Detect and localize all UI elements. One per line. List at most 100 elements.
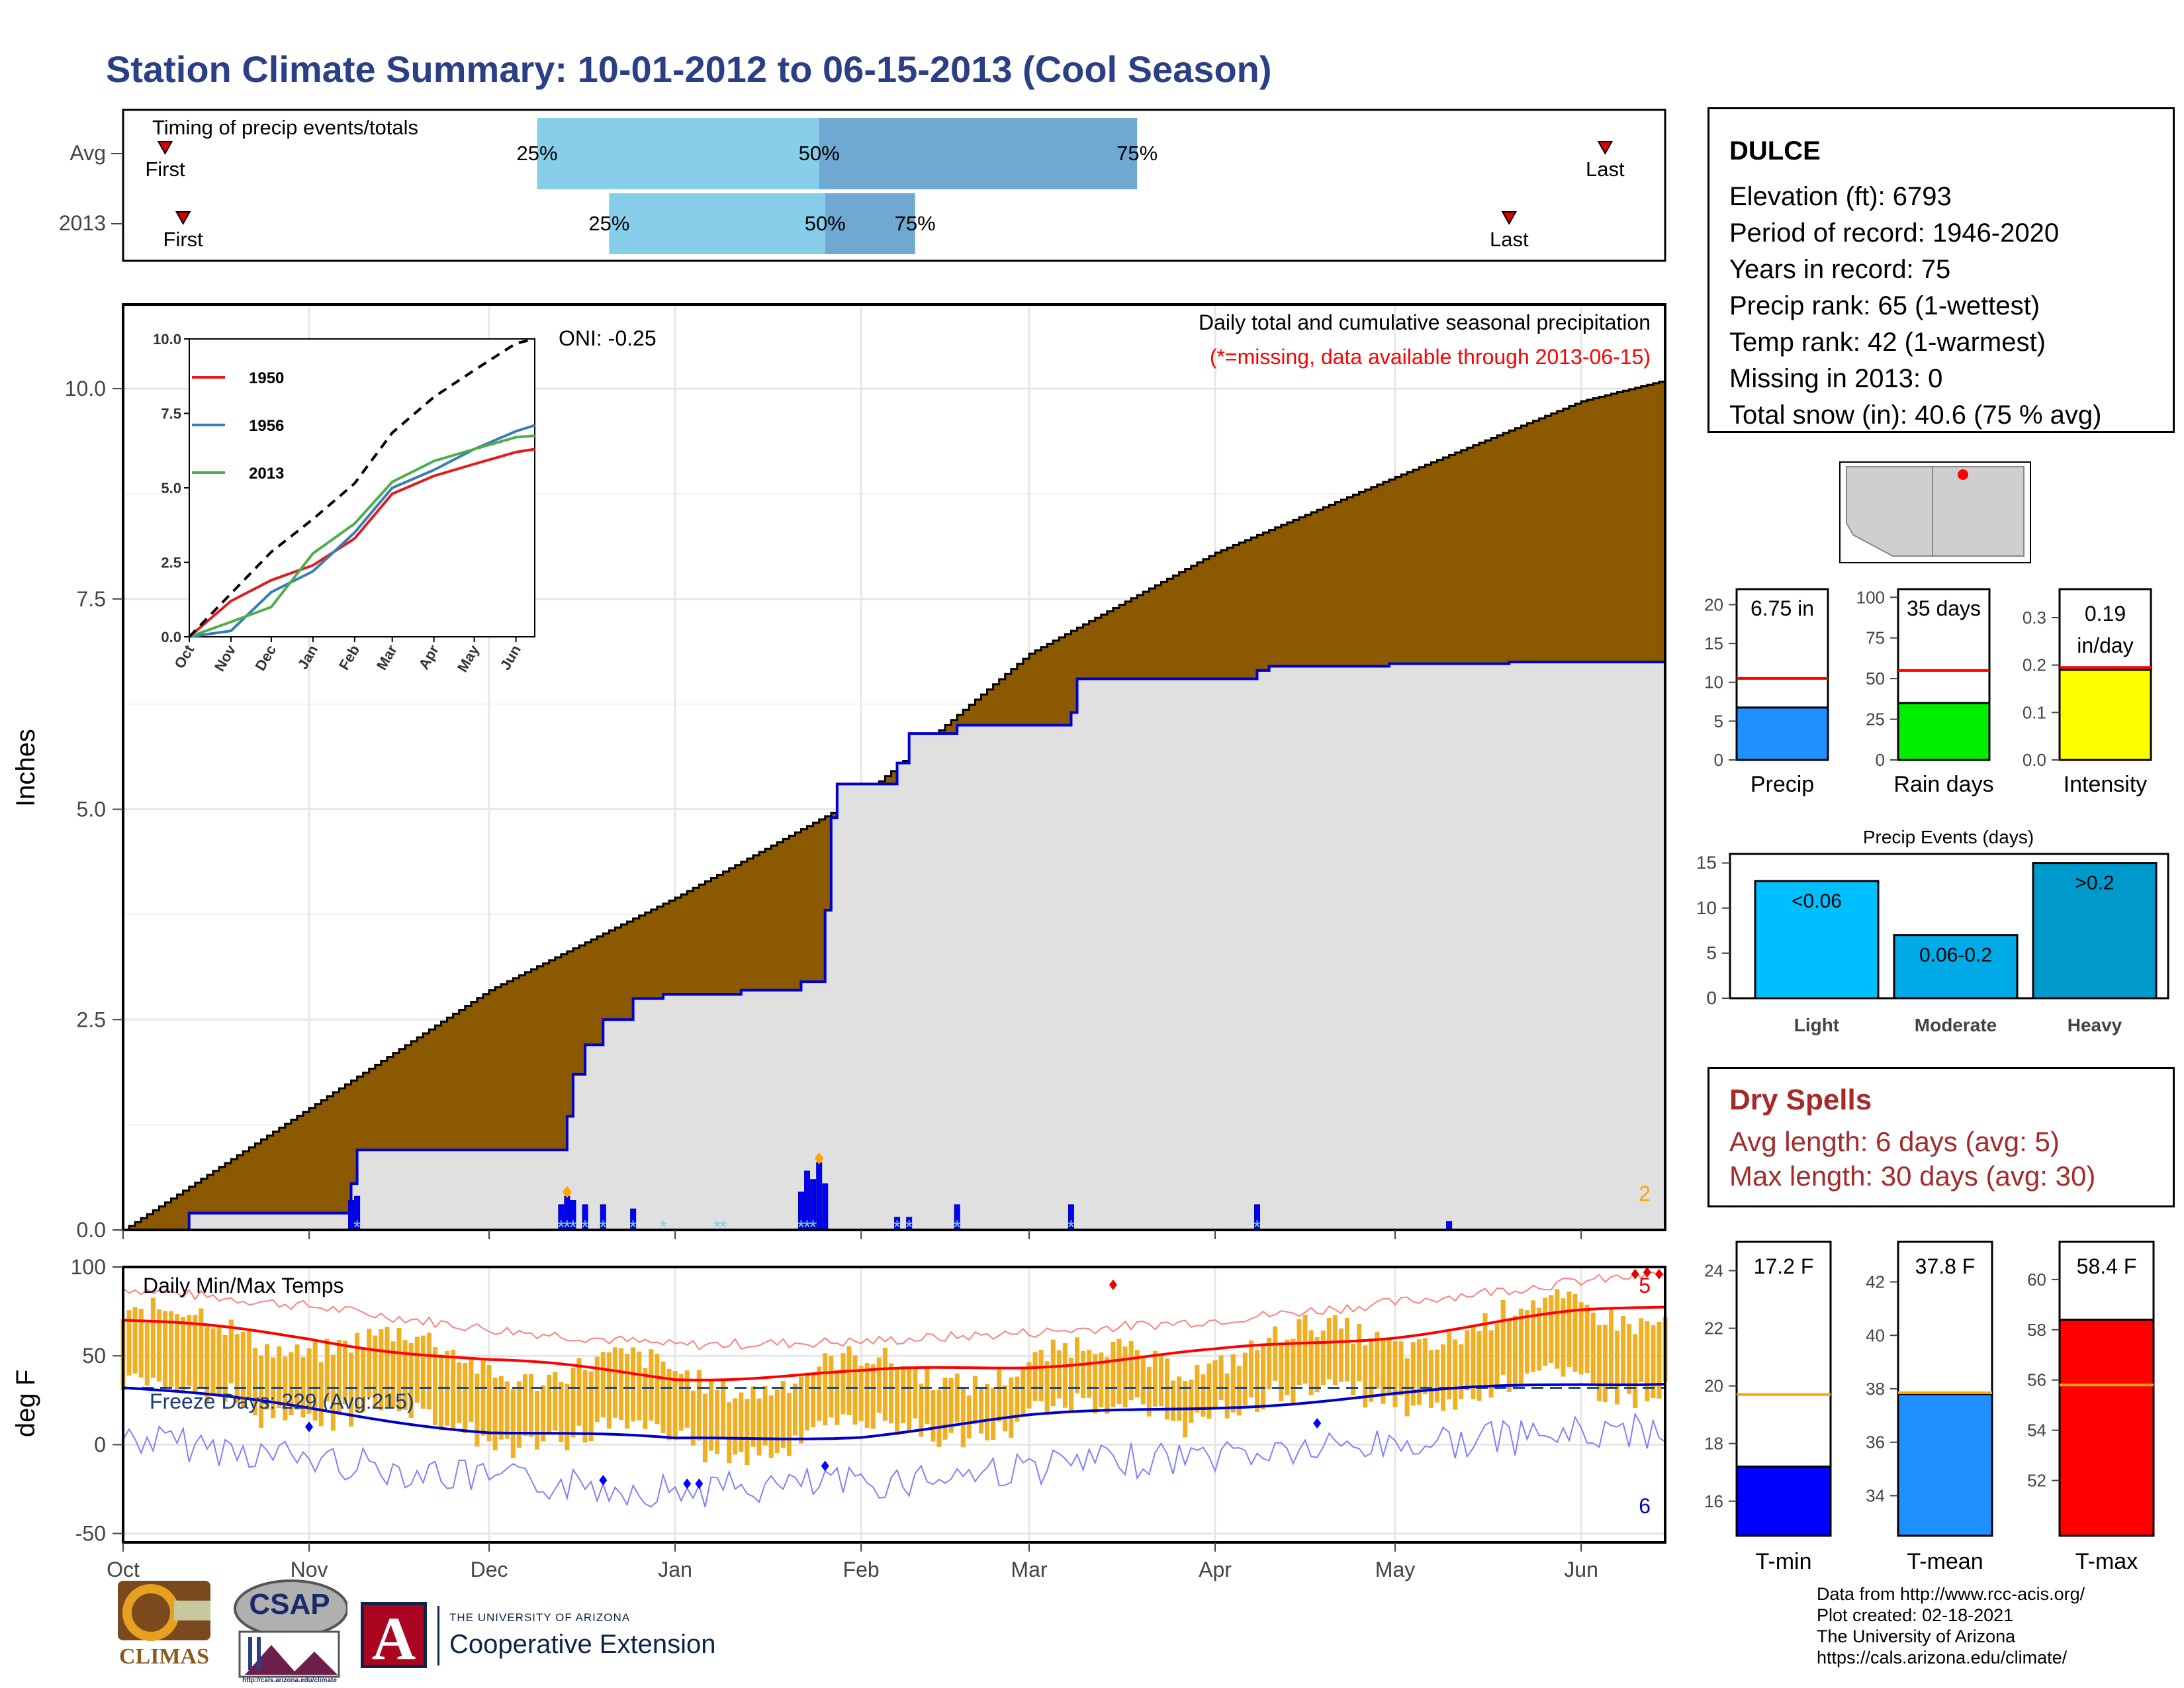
temp-daily-bar (1087, 1349, 1092, 1398)
summary-temp-ytick-label: 52 (2027, 1471, 2046, 1491)
dry-spells-avg: Avg length: 6 days (avg: 5) (1729, 1126, 2060, 1157)
temp-daily-bar (1602, 1325, 1608, 1403)
snow-marker: * (809, 1217, 817, 1239)
summary-precip-value: 6.75 in (1751, 596, 1814, 620)
temp-daily-bar (1134, 1350, 1140, 1398)
temp-daily-bar (1062, 1342, 1068, 1408)
temp-daily-bar (289, 1352, 294, 1416)
snow-marker: * (1253, 1217, 1261, 1239)
timing-bar-50-75 (819, 118, 1138, 189)
temp-daily-bar (330, 1354, 336, 1431)
ua-logo-bottom-text: Cooperative Extension (449, 1630, 716, 1659)
temp-daily-bar (187, 1315, 192, 1387)
events-category-label: Light (1794, 1015, 1839, 1035)
temp-daily-bar (138, 1309, 144, 1378)
temp-daily-bar (1584, 1304, 1590, 1373)
snow-marker: * (893, 1217, 901, 1239)
temp-daily-bar (1441, 1344, 1446, 1411)
timing-label-last: Last (1490, 228, 1529, 251)
dry-spells-title: Dry Spells (1729, 1084, 1872, 1116)
csap-logo[interactable]: CSAP http://cals.arizona.edu/climate (232, 1579, 349, 1685)
temp-daily-bar (1212, 1360, 1218, 1408)
summary-temp-ytick-label: 24 (1704, 1261, 1723, 1281)
avg-tmax-line (122, 1305, 1666, 1382)
temp-daily-bar (541, 1385, 546, 1442)
summary-temp-bar (1897, 1393, 1993, 1537)
temp-daily-bar (1056, 1350, 1062, 1399)
timing-label-last: Last (1586, 158, 1625, 181)
summary-temp-ytick-label: 56 (2027, 1370, 2046, 1390)
inset-ytick-label: 2.5 (161, 555, 181, 571)
temp-daily-bar (463, 1363, 468, 1434)
temp-daily-bar (535, 1391, 540, 1450)
temp-xtick-label: Apr (1199, 1558, 1232, 1581)
temp-daily-bar (684, 1370, 690, 1428)
temp-frame (122, 1266, 1666, 1544)
temp-daily-bar (1506, 1318, 1512, 1392)
temp-daily-bar (1068, 1357, 1073, 1411)
temp-daily-bar (702, 1393, 707, 1463)
footer-line-org: The University of Arizona (1817, 1626, 2016, 1646)
temp-daily-bar (234, 1334, 240, 1403)
csap-logo-url: http://cals.arizona.edu/climate (242, 1677, 337, 1684)
station-period: Period of record: 1946-2020 (1729, 218, 2060, 248)
temp-daily-bar (1105, 1357, 1110, 1414)
temp-daily-bar (1140, 1357, 1146, 1405)
temp-daily-bar (1338, 1328, 1343, 1382)
temp-daily-bar (666, 1368, 672, 1440)
summary-precip-bar (1897, 702, 1991, 761)
temp-daily-bar (379, 1329, 384, 1411)
temp-daily-bar (402, 1340, 408, 1411)
temp-daily-bar (361, 1348, 366, 1412)
temp-daily-bar (1044, 1361, 1050, 1415)
temp-daily-bar (631, 1347, 636, 1422)
cum-ytick-label: 7.5 (77, 587, 106, 611)
summary-temp-ytick-label: 38 (1866, 1379, 1885, 1399)
daily-precip-bar (822, 1183, 829, 1231)
temp-daily-bar (240, 1331, 246, 1408)
summary-precip-ytick-label: 75 (1866, 628, 1885, 648)
temp-daily-bar (408, 1342, 414, 1419)
temp-daily-bar (774, 1389, 780, 1454)
timing-label-75: 75% (895, 212, 936, 235)
temp-daily-bar (150, 1297, 156, 1378)
temp-daily-bar (1651, 1325, 1656, 1399)
temp-daily-bar (259, 1355, 264, 1429)
temp-daily-bar (829, 1356, 834, 1418)
inset-legend-label: 2013 (249, 465, 284, 483)
summary-temp-ytick-label: 54 (2027, 1421, 2046, 1440)
temp-daily-bar (1537, 1307, 1542, 1371)
timing-row-label: Avg (69, 141, 106, 165)
temp-daily-bar (426, 1333, 432, 1410)
temp-daily-bar (1165, 1358, 1170, 1420)
temp-daily-bar (1255, 1350, 1260, 1413)
cum-subtitle: (*=missing, data available through 2013-… (1210, 345, 1651, 369)
temp-daily-bar (780, 1381, 786, 1448)
temp-daily-bar (888, 1363, 893, 1424)
temp-daily-bar (210, 1328, 216, 1397)
summary-temp-label: T-max (2075, 1549, 2138, 1574)
temp-daily-bar (1447, 1332, 1452, 1400)
inset-ytick-label: 0.0 (161, 629, 181, 645)
temp-daily-bar (1500, 1299, 1506, 1375)
ua-extension-logo[interactable]: A THE UNIVERSITY OF ARIZONA Cooperative … (361, 1602, 745, 1675)
temp-daily-bar (1567, 1291, 1572, 1368)
temp-daily-bar (469, 1359, 474, 1423)
temp-daily-bar (985, 1383, 990, 1441)
summary-precip-ytick-label: 100 (1856, 587, 1885, 607)
temp-daily-bar (954, 1374, 960, 1423)
record-high-marker (1655, 1268, 1663, 1280)
summary-temp-ytick-label: 60 (2027, 1270, 2046, 1289)
summary-temp-label: T-min (1756, 1549, 1812, 1574)
record-low-marker (1313, 1418, 1322, 1429)
temp-daily-bar (1314, 1336, 1320, 1393)
temp-daily-bar (913, 1367, 918, 1419)
snow-marker: * (713, 1217, 721, 1239)
temp-daily-bar (1128, 1341, 1134, 1401)
temp-daily-bar (439, 1354, 444, 1430)
summary-precip-ytick-label: 0.1 (2023, 702, 2046, 722)
temp-daily-bar (798, 1376, 803, 1444)
temp-daily-bar (649, 1349, 654, 1421)
summary-precip-label: Rain days (1893, 772, 1993, 797)
climas-logo[interactable]: CLIMAS (111, 1581, 217, 1680)
